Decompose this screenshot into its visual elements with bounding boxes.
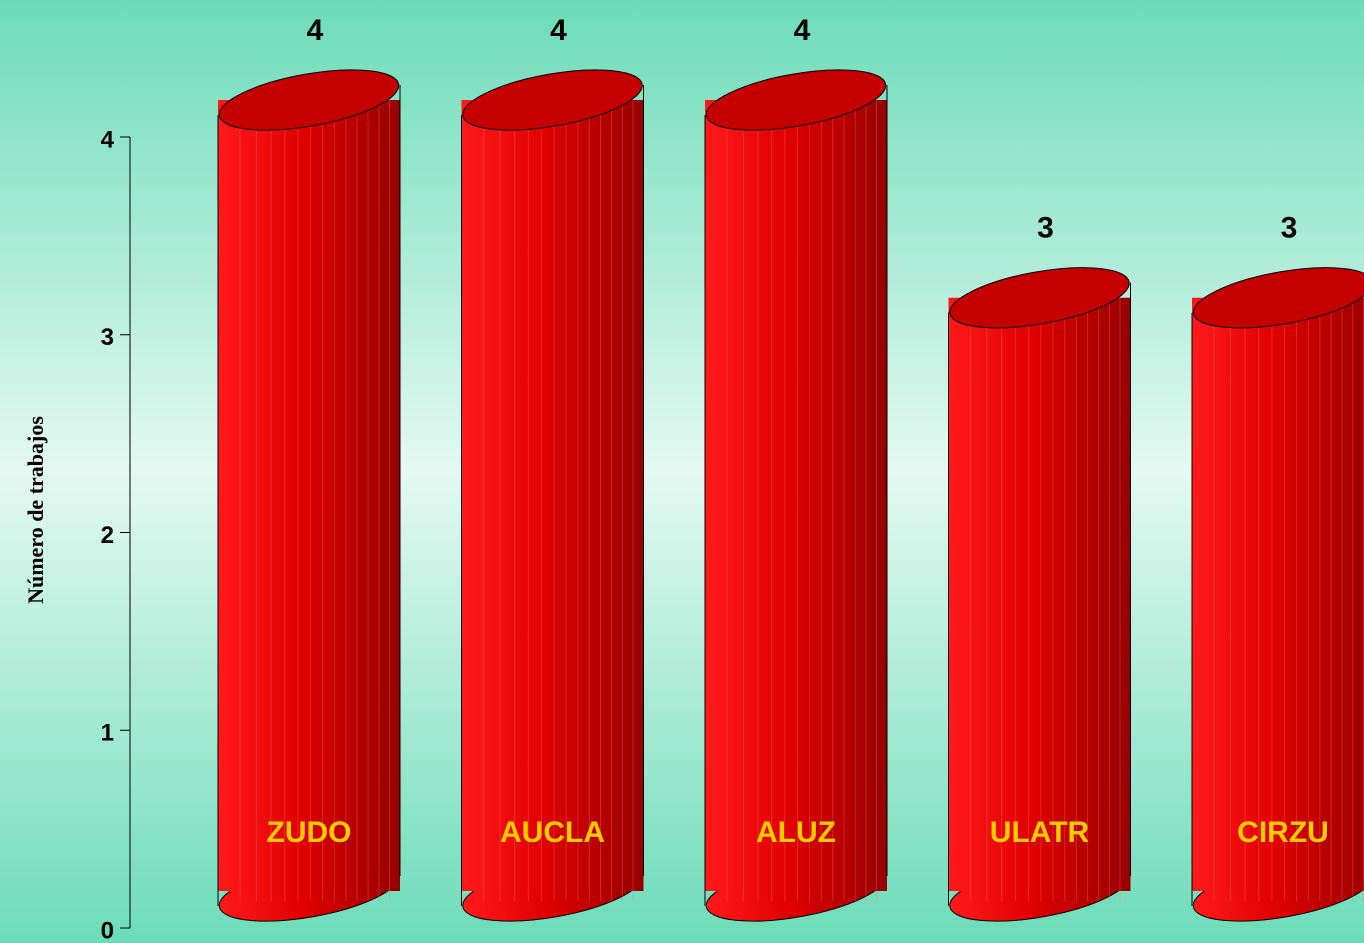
y-tick-label: 3 — [101, 324, 114, 351]
cylinder — [461, 69, 644, 922]
bar — [218, 100, 400, 891]
category-label: AUCLA — [500, 816, 605, 849]
value-label: 3 — [1281, 212, 1298, 245]
cylinder-top — [218, 69, 400, 131]
bar — [1192, 297, 1364, 891]
cylinder — [1191, 267, 1364, 922]
value-label: 3 — [1037, 212, 1054, 245]
y-tick-label: 0 — [101, 917, 114, 943]
y-tick-label: 1 — [101, 720, 114, 747]
bar — [461, 100, 644, 891]
bar — [948, 297, 1131, 891]
y-tick-label: 4 — [101, 126, 115, 153]
cylinder-top — [462, 69, 643, 131]
bar — [705, 100, 887, 891]
category-label: ZUDO — [267, 816, 352, 849]
cylinder — [948, 267, 1131, 922]
cylinder-top — [1192, 267, 1364, 329]
category-label: ULATR — [990, 816, 1090, 849]
category-label: CIRZU — [1237, 816, 1329, 849]
cylinder-top — [705, 69, 887, 131]
cylinder — [704, 69, 888, 922]
cylinder — [217, 69, 401, 922]
y-tick-label: 2 — [101, 522, 114, 549]
category-label: ALUZ — [756, 816, 836, 849]
y-axis-label: Número de trabajos — [23, 416, 48, 604]
value-label: 4 — [550, 14, 567, 47]
cylinder-top — [949, 267, 1130, 329]
value-label: 4 — [307, 14, 324, 47]
value-label: 4 — [794, 14, 811, 47]
